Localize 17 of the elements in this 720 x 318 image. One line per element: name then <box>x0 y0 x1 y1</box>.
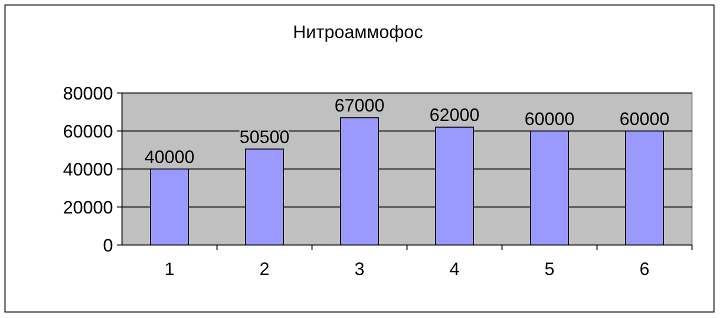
x-tick-label: 1 <box>164 259 175 279</box>
data-label: 62000 <box>429 105 480 126</box>
data-label: 60000 <box>524 109 575 129</box>
x-tick-label: 3 <box>354 259 365 279</box>
x-tick-label: 5 <box>544 259 555 279</box>
x-tick-label: 2 <box>259 259 270 279</box>
data-label: 60000 <box>619 109 670 129</box>
y-tick-label: 60000 <box>62 121 113 142</box>
data-label: 40000 <box>144 147 195 167</box>
y-tick-label: 20000 <box>62 197 113 218</box>
chart-title: Нитроаммофос <box>293 22 423 42</box>
y-tick-label: 0 <box>102 235 113 256</box>
y-tick-label: 80000 <box>62 83 113 104</box>
x-tick-label: 6 <box>639 259 650 279</box>
data-label: 67000 <box>334 96 385 116</box>
y-tick-label: 40000 <box>62 159 113 180</box>
x-tick-label: 4 <box>449 259 460 279</box>
